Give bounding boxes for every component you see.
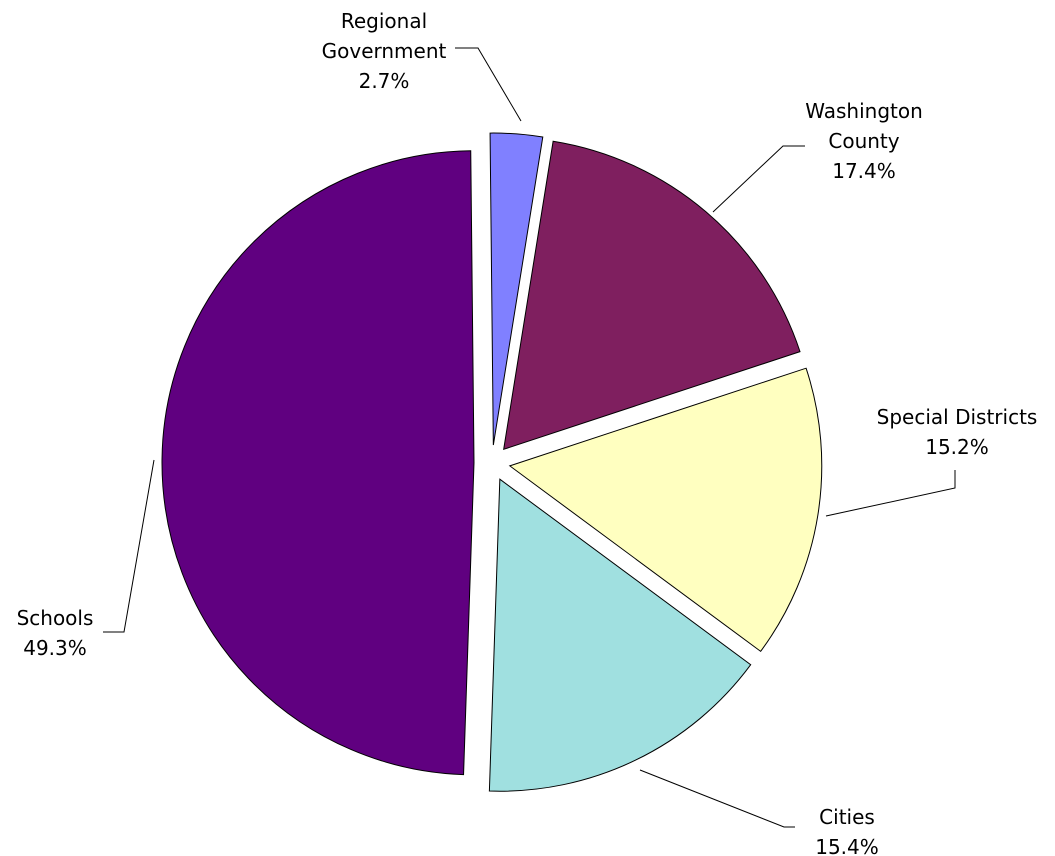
slice-name-label: Washington bbox=[805, 99, 923, 123]
pie-slice-special-districts bbox=[508, 367, 823, 653]
pie-slices bbox=[161, 132, 823, 792]
slice-name-label: Cities bbox=[819, 805, 875, 829]
slice-name-label: County bbox=[828, 129, 899, 153]
leader-lines bbox=[103, 47, 956, 828]
leader-line bbox=[712, 145, 805, 213]
pie-slice-washington-county bbox=[503, 140, 801, 451]
slice-name-label: Special Districts bbox=[877, 405, 1038, 429]
leader-line bbox=[103, 459, 155, 633]
leader-line bbox=[455, 47, 522, 122]
leader-line bbox=[639, 769, 795, 828]
pie-slice-schools bbox=[161, 150, 475, 776]
pie-slice-cities bbox=[488, 478, 752, 792]
slice-name-label: Regional bbox=[341, 9, 427, 33]
slice-name-label: Government bbox=[322, 39, 447, 63]
slice-percent-label: 15.4% bbox=[815, 835, 879, 856]
slice-percent-label: 2.7% bbox=[359, 69, 410, 93]
slice-percent-label: 49.3% bbox=[23, 636, 87, 660]
slice-percent-label: 17.4% bbox=[832, 159, 896, 183]
slice-name-label: Schools bbox=[17, 606, 94, 630]
slice-percent-label: 15.2% bbox=[925, 435, 989, 459]
leader-line bbox=[825, 470, 956, 517]
pie-slice-regional-government bbox=[489, 132, 544, 446]
slice-labels: Regional Government 2.7% Washington County 17… bbox=[17, 9, 1038, 856]
